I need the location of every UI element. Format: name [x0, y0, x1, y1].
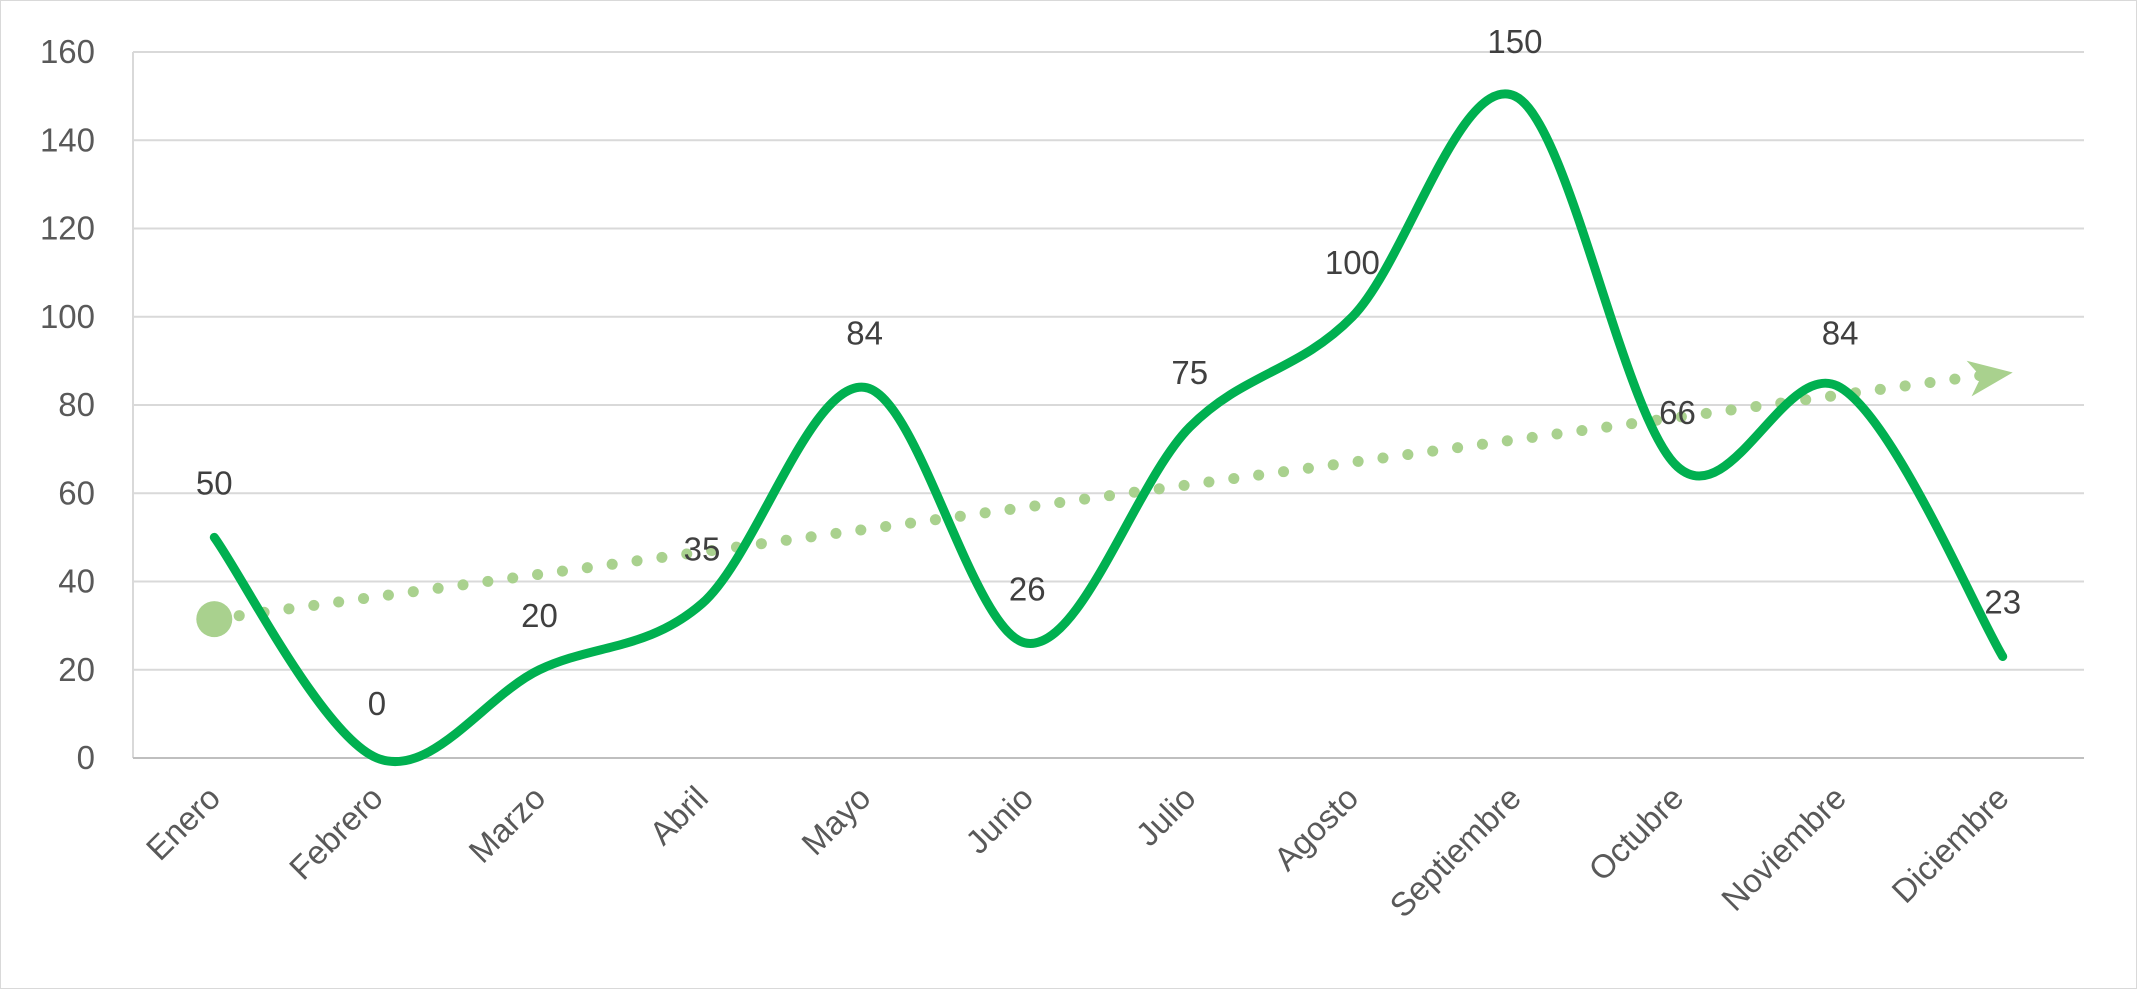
- data-label: 84: [1822, 314, 1859, 351]
- y-tick-label: 100: [40, 298, 95, 335]
- y-tick-label: 160: [40, 33, 95, 70]
- series-line: [209, 89, 2008, 767]
- trendline-layer: [196, 360, 2013, 638]
- y-tick-label: 40: [58, 563, 95, 600]
- x-tick-label: Noviembre: [1714, 779, 1853, 918]
- x-tick-label: Mayo: [794, 779, 877, 862]
- series-layer: [209, 89, 2008, 767]
- axes: 0 20 40 60 80 100 120 140 160 Enero Febrero Marzo Ab…: [40, 33, 2084, 924]
- y-tick-label: 60: [58, 474, 95, 511]
- x-tick-label: Agosto: [1267, 779, 1366, 878]
- trendline: [208, 370, 1987, 625]
- trendline-end-arrow: [1966, 360, 2013, 397]
- x-tick-label: Marzo: [461, 779, 552, 870]
- y-tick-label: 80: [58, 386, 95, 423]
- x-tick-label: Febrero: [282, 779, 390, 887]
- data-label: 150: [1487, 23, 1542, 60]
- y-tick-label: 140: [40, 121, 95, 158]
- x-tick-label: Julio: [1129, 779, 1203, 853]
- data-label: 26: [1009, 570, 1046, 607]
- x-tick-label: Octubre: [1581, 779, 1690, 888]
- trendline-start-marker: [196, 601, 233, 638]
- x-tick-label: Abril: [642, 779, 715, 852]
- data-label: 66: [1659, 394, 1696, 431]
- x-tick-label: Septiembre: [1382, 779, 1527, 924]
- data-label: 100: [1325, 244, 1380, 281]
- data-label: 23: [1984, 584, 2021, 621]
- x-tick-label: Junio: [958, 779, 1040, 861]
- data-label: 84: [846, 314, 883, 351]
- y-tick-label: 120: [40, 210, 95, 247]
- data-label: 0: [368, 685, 386, 722]
- data-label: 75: [1171, 354, 1208, 391]
- y-tick-label: 20: [58, 651, 95, 688]
- y-tick-label: 0: [77, 739, 95, 776]
- x-tick-label: Diciembre: [1884, 779, 2015, 910]
- data-label: 50: [196, 464, 233, 501]
- data-label: 35: [684, 531, 721, 568]
- x-tick-label: Enero: [139, 779, 227, 867]
- gridlines: [133, 51, 2084, 671]
- data-label: 20: [521, 597, 558, 634]
- data-labels: 50 0 20 35 84 26 75 100 150 66 84 23: [196, 23, 2021, 722]
